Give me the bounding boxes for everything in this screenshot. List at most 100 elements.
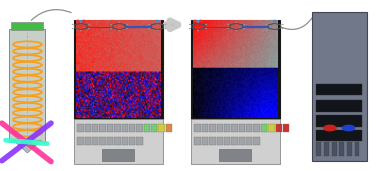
Bar (102, 149, 134, 161)
Bar (224, 124, 230, 132)
Bar (316, 101, 362, 112)
Bar (253, 124, 260, 132)
Bar (114, 137, 121, 145)
Bar (316, 84, 362, 95)
Circle shape (273, 21, 276, 22)
Bar (107, 137, 113, 145)
Circle shape (82, 20, 85, 22)
Circle shape (235, 22, 237, 23)
Bar (246, 137, 253, 145)
Bar (107, 124, 113, 132)
Circle shape (165, 28, 166, 29)
Bar (151, 124, 157, 132)
Bar (202, 137, 208, 145)
Bar (209, 137, 215, 145)
Circle shape (118, 22, 120, 23)
Circle shape (197, 21, 199, 22)
Circle shape (80, 22, 82, 23)
Bar (9, 29, 45, 142)
Bar (129, 137, 135, 145)
Bar (136, 124, 143, 132)
Circle shape (342, 125, 355, 131)
Bar (276, 124, 282, 132)
Bar (77, 124, 84, 132)
Circle shape (244, 28, 245, 29)
Bar (77, 137, 84, 145)
Circle shape (282, 28, 284, 29)
Bar (231, 124, 238, 132)
Bar (191, 119, 280, 164)
Circle shape (149, 24, 150, 25)
Bar (347, 142, 352, 156)
Bar (11, 22, 43, 30)
Circle shape (156, 30, 158, 31)
Bar (129, 124, 135, 132)
Bar (332, 142, 336, 156)
Bar (231, 137, 238, 145)
Circle shape (200, 20, 202, 22)
Circle shape (149, 28, 150, 29)
Bar (224, 137, 230, 145)
Bar (324, 142, 329, 156)
Bar (74, 119, 163, 164)
Bar (202, 124, 208, 132)
Bar (239, 124, 245, 132)
Bar (194, 124, 201, 132)
Circle shape (197, 30, 199, 31)
Circle shape (197, 22, 199, 23)
Bar (268, 124, 274, 132)
Bar (166, 124, 172, 132)
Bar (85, 137, 91, 145)
Circle shape (118, 30, 120, 31)
Bar (99, 124, 106, 132)
Circle shape (189, 24, 191, 25)
Circle shape (165, 24, 166, 25)
Circle shape (110, 24, 112, 25)
Bar (316, 142, 321, 156)
Bar (144, 124, 150, 132)
Circle shape (110, 28, 112, 29)
Bar (121, 137, 128, 145)
Circle shape (76, 20, 79, 22)
Circle shape (156, 21, 159, 22)
Circle shape (127, 28, 128, 29)
Bar (74, 20, 163, 119)
Polygon shape (13, 140, 42, 153)
Circle shape (266, 24, 267, 25)
Bar (261, 124, 267, 132)
Circle shape (235, 30, 237, 31)
Bar (217, 137, 223, 145)
Bar (191, 20, 280, 119)
Bar (239, 137, 245, 145)
Bar (209, 124, 215, 132)
Bar (339, 142, 344, 156)
Circle shape (88, 28, 90, 29)
Bar (158, 124, 165, 132)
Bar (355, 142, 359, 156)
Circle shape (72, 24, 73, 25)
Circle shape (266, 28, 267, 29)
Bar (92, 124, 98, 132)
Circle shape (189, 28, 191, 29)
Bar (316, 115, 362, 127)
Circle shape (244, 24, 245, 25)
Bar (283, 124, 289, 132)
Bar (136, 137, 143, 145)
Bar (99, 137, 106, 145)
Circle shape (282, 24, 284, 25)
Circle shape (88, 24, 90, 25)
Circle shape (79, 21, 82, 22)
Bar (246, 124, 253, 132)
Circle shape (127, 24, 128, 25)
Circle shape (72, 28, 73, 29)
Bar (92, 137, 98, 145)
Bar (114, 124, 121, 132)
Circle shape (205, 28, 207, 29)
Bar (219, 149, 251, 161)
Circle shape (227, 24, 229, 25)
Bar (217, 124, 223, 132)
Circle shape (156, 22, 158, 23)
Circle shape (274, 22, 275, 23)
Bar (316, 130, 362, 141)
Bar (312, 12, 367, 161)
